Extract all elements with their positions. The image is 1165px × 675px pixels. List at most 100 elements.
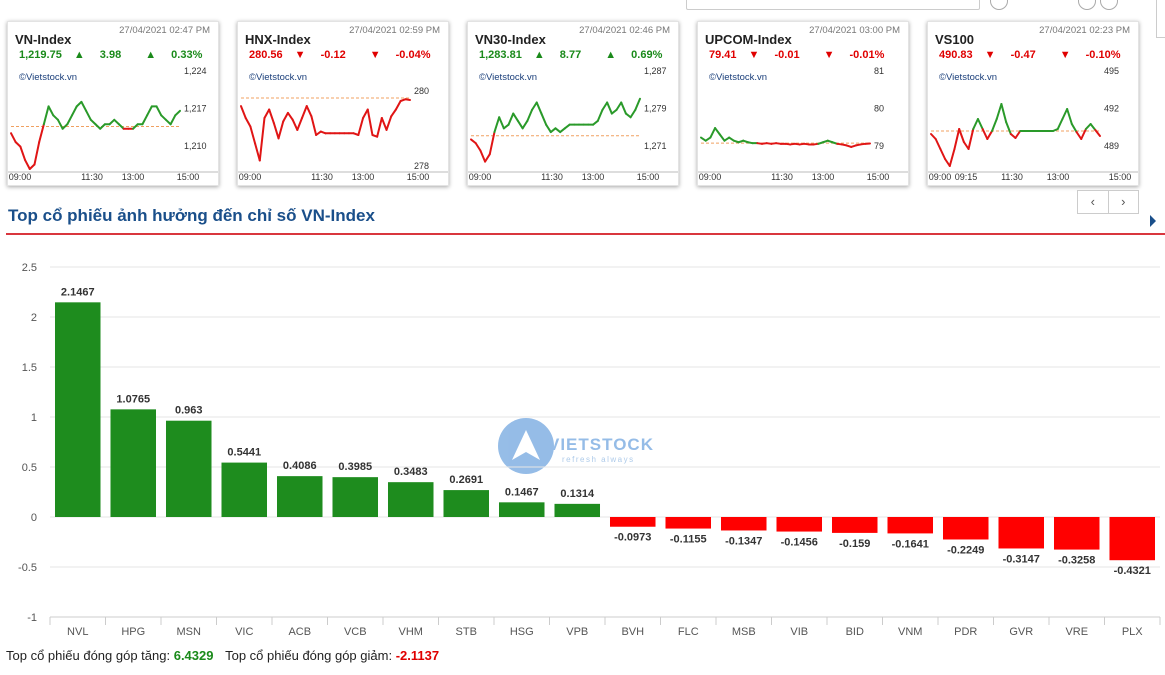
data-label: -0.1456 (781, 537, 818, 549)
price-segment (42, 105, 50, 126)
mini-value: 1,283.81 (479, 49, 522, 61)
up-arrow-icon: ▲ (533, 49, 548, 61)
mini-x-tick: 09:00 (9, 172, 32, 182)
mini-timestamp: 27/04/2021 02:47 PM (119, 25, 210, 36)
y-tick-label: 2 (31, 312, 37, 324)
price-segment (24, 159, 31, 170)
mini-x-tick: 15:00 (1109, 172, 1132, 182)
data-label: 0.963 (175, 405, 203, 417)
mini-timestamp: 27/04/2021 02:46 PM (579, 25, 670, 36)
price-segment (930, 133, 937, 140)
price-segment (939, 148, 947, 160)
mini-x-tick: 11:30 (541, 172, 563, 182)
price-segment (479, 149, 487, 163)
bar-stb (443, 490, 490, 517)
data-label: -0.3258 (1058, 555, 1095, 567)
x-category-label: ACB (288, 626, 311, 638)
price-segment (488, 131, 496, 156)
price-segment (953, 128, 961, 150)
data-label: 0.4086 (283, 460, 317, 472)
x-category-label: STB (456, 626, 477, 638)
price-segment (28, 163, 36, 170)
data-label: -0.1641 (892, 538, 929, 550)
mini-x-tick: 13:00 (1047, 172, 1070, 182)
watermark-arrow-icon (512, 430, 540, 460)
down-arrow-icon: ▼ (748, 49, 763, 61)
mini-y-tick: 1,217 (184, 104, 207, 114)
price-segment (52, 114, 59, 121)
settings-icon[interactable] (1078, 0, 1096, 10)
price-segment (962, 141, 970, 150)
price-segment (934, 138, 942, 150)
user-icon[interactable] (1100, 0, 1118, 10)
price-segment (958, 128, 965, 143)
price-segment (19, 145, 27, 162)
price-segment (366, 108, 374, 136)
price-segment (258, 117, 266, 162)
price-segment (620, 101, 627, 115)
expand-arrow-icon[interactable] (1150, 215, 1156, 227)
mini-chart-upcom-index[interactable]: 81 80 79 09:00 11:30 13:00 15:00 27/04/2021 03… (697, 21, 909, 186)
x-category-label: VHM (399, 626, 423, 638)
x-category-label: MSB (732, 626, 756, 638)
help-icon[interactable] (990, 0, 1008, 10)
price-segment (291, 118, 299, 131)
price-segment (56, 118, 64, 130)
up-arrow-icon: ▲ (73, 49, 88, 61)
bar-pdr (942, 517, 989, 540)
search-box[interactable] (686, 0, 980, 10)
data-label: 0.1467 (505, 486, 539, 498)
price-segment (526, 108, 534, 122)
x-category-label: VCB (344, 626, 367, 638)
down-arrow-icon: ▼ (1059, 49, 1074, 61)
price-segment (1005, 121, 1012, 135)
x-category-label: MSN (177, 626, 202, 638)
price-segment (512, 112, 519, 122)
price-segment (1014, 130, 1022, 139)
price-segment (516, 119, 524, 130)
up-arrow-icon: ▲ (605, 49, 620, 61)
down-arrow-icon: ▼ (823, 49, 838, 61)
price-segment (132, 123, 139, 130)
mini-index-name: VN-Index (15, 32, 72, 47)
mini-chart-vn30-index[interactable]: 1,287 1,279 1,271 09:00 11:30 13:00 15:00 27/0… (467, 21, 679, 186)
price-segment (362, 108, 369, 119)
mini-percent: -0.10% (1085, 49, 1121, 61)
data-label: -0.1155 (670, 534, 707, 546)
mini-x-tick: 15:00 (867, 172, 890, 182)
mini-x-tick: 09:15 (955, 172, 978, 182)
x-category-label: VPB (566, 626, 588, 638)
price-segment (981, 128, 989, 140)
price-segment (709, 127, 717, 139)
mini-chart-hnx-index[interactable]: 280 278 09:00 11:30 13:00 15:00 27/04/2021 02… (237, 21, 449, 186)
mini-chart-vn-index[interactable]: 1,224 1,217 1,210 09:00 11:30 13:00 15:00 27/0… (7, 21, 219, 186)
gain-label: Top cổ phiếu đóng góp tăng: (6, 648, 171, 663)
price-segment (507, 112, 515, 126)
data-label: -0.1347 (725, 535, 762, 547)
mini-chart-plot: 81 80 79 09:00 11:30 13:00 15:00 (698, 66, 908, 182)
prev-button[interactable]: ‹ (1078, 191, 1109, 213)
price-segment (47, 105, 55, 117)
price-segment (301, 105, 308, 119)
mini-change: -0.47 (1010, 49, 1036, 61)
price-segment (498, 116, 505, 130)
mini-change: -0.12 (320, 49, 346, 61)
mini-y-tick: 280 (414, 86, 429, 96)
price-segment (1066, 108, 1073, 125)
side-panel-tab[interactable] (1156, 0, 1165, 38)
mini-index-name: UPCOM-Index (705, 32, 792, 47)
x-category-label: GVR (1009, 626, 1033, 638)
data-label: 2.1467 (61, 286, 95, 298)
x-category-label: VIB (790, 626, 808, 638)
next-button[interactable]: › (1121, 194, 1126, 209)
carousel-nav: ‹ › (1077, 190, 1139, 214)
price-segment (380, 117, 388, 131)
mini-timestamp: 27/04/2021 02:59 PM (349, 25, 440, 36)
mini-chart-vs100[interactable]: 495 492 489 09:00 09:15 11:30 13:00 15:00 27/04… (927, 21, 1139, 186)
mini-values: 79.41 ▼ -0.01 ▼ -0.01% (709, 49, 908, 61)
data-label: -0.4321 (1114, 565, 1151, 577)
price-segment (986, 130, 994, 140)
gain-value: 6.4329 (173, 648, 214, 663)
